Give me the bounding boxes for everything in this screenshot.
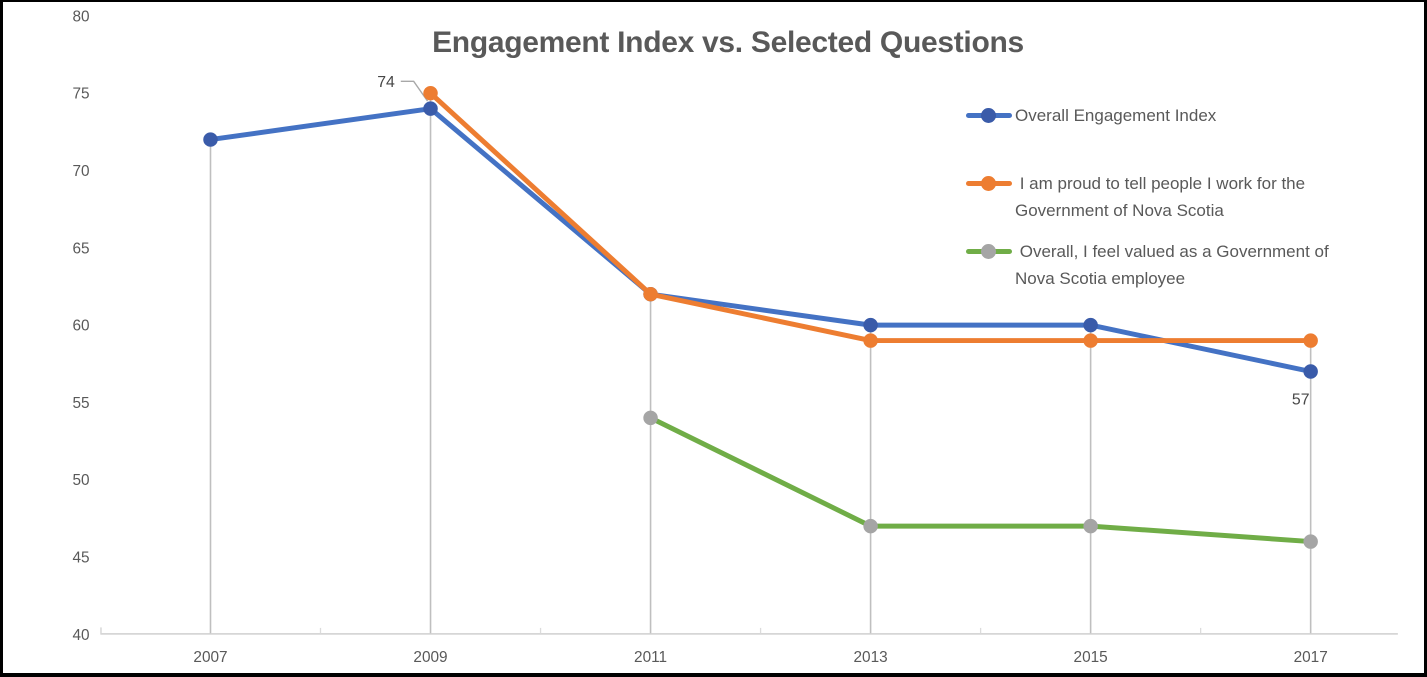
legend-dot-swatch — [981, 175, 996, 191]
legend-label-line: Nova Scotia employee — [1015, 269, 1186, 288]
x-axis-label: 2007 — [193, 649, 227, 666]
data-point-marker — [423, 101, 438, 116]
y-axis-label: 40 — [72, 627, 89, 644]
y-axis-label: 65 — [72, 240, 89, 257]
y-axis-label: 75 — [72, 86, 89, 103]
data-point-marker — [1303, 333, 1318, 348]
legend-item-label: I am proud to tell people I work for the… — [1015, 170, 1401, 224]
series-line — [208, 106, 1314, 374]
x-axis-label: 2017 — [1294, 649, 1328, 666]
legend-series-marker-icon — [966, 170, 1012, 197]
y-axis-label: 45 — [72, 549, 89, 566]
data-point-marker — [863, 317, 878, 333]
y-axis-label: 80 — [72, 8, 89, 25]
legend-dot-swatch — [981, 243, 996, 259]
data-point-marker — [1083, 317, 1098, 333]
legend-item-label: Overall, I feel valued as a Government o… — [1015, 238, 1401, 292]
chart-title: Engagement Index vs. Selected Questions — [432, 26, 1024, 59]
series-line — [648, 415, 1314, 545]
y-axis-label: 50 — [72, 472, 89, 489]
x-axis-label: 2009 — [413, 649, 447, 666]
data-point-marker — [643, 410, 658, 426]
legend-label-line: Overall, I feel valued as a Government o… — [1015, 242, 1329, 261]
data-point-marker — [423, 85, 438, 101]
y-axis-label: 60 — [72, 318, 89, 335]
data-point-marker — [863, 333, 878, 348]
annotation-leader-line — [400, 80, 429, 102]
data-point-marker — [1303, 364, 1318, 379]
legend-series-marker-icon — [966, 238, 1012, 265]
legend-series-marker-icon — [966, 102, 1012, 129]
legend-dot-swatch — [981, 107, 996, 123]
data-point-marker — [1303, 534, 1318, 549]
data-point-marker — [1083, 518, 1098, 534]
y-axis-label: 55 — [72, 395, 89, 412]
x-axis-label: 2011 — [634, 649, 667, 666]
legend-label-line: I am proud to tell people I work for the — [1015, 174, 1306, 193]
legend-label-line: Overall Engagement Index — [1015, 106, 1217, 125]
x-axis-label: 2015 — [1074, 649, 1108, 666]
legend-label-line: Government of Nova Scotia — [1015, 201, 1224, 220]
data-point-marker — [203, 132, 218, 147]
data-label: 57 — [1292, 391, 1310, 408]
data-point-marker — [863, 518, 878, 534]
data-label: 74 — [377, 74, 395, 91]
data-point-marker — [1083, 333, 1098, 348]
plot-area: 40 45 50 55 60 65 70 75 80 2007 2009 2011 2013 2015 20… — [72, 8, 1398, 666]
y-axis-label: 70 — [72, 163, 89, 180]
data-point-marker — [643, 286, 658, 302]
x-axis-label: 2013 — [854, 649, 888, 666]
legend-item-label: Overall Engagement Index — [1015, 102, 1401, 129]
